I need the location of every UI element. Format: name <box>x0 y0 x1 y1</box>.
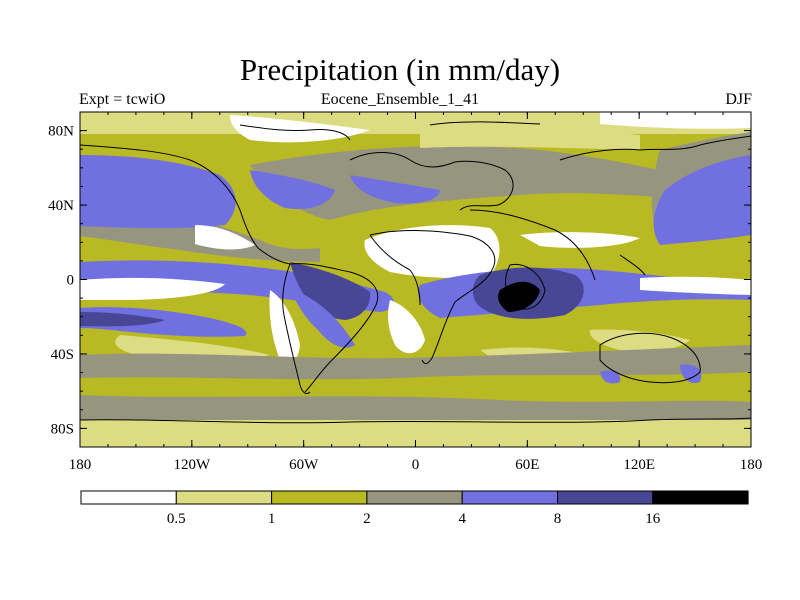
x-tick-label: 180 <box>740 457 763 473</box>
colorbar-box <box>461 490 559 505</box>
x-tick-label: 60E <box>515 457 539 473</box>
map-title: Precipitation (in mm/day) <box>239 52 561 87</box>
colorbar-box <box>175 490 273 505</box>
coastlines <box>80 121 751 424</box>
colorbar-level-label: 8 <box>554 511 562 527</box>
colorbar-level-label: 1 <box>268 511 276 527</box>
y-tick-label: 80N <box>48 124 74 140</box>
colorbar-box <box>557 490 654 505</box>
x-tick-label: 180 <box>69 457 92 473</box>
y-tick-label: 40S <box>51 347 74 363</box>
experiment-label: Expt = tcwiO <box>79 91 166 108</box>
x-tick-label: 0 <box>412 457 420 473</box>
colorbar-box <box>80 490 177 505</box>
precipitation-field <box>80 112 751 447</box>
x-tick-label: 60W <box>289 457 319 473</box>
colorbar: 0.5 1 2 4 8 16 <box>80 490 749 527</box>
colorbar-level-label: 16 <box>645 511 661 527</box>
colorbar-level-label: 4 <box>458 511 466 527</box>
y-tick-label: 0 <box>67 273 75 289</box>
colorbar-level-label: 0.5 <box>167 511 186 527</box>
colorbar-level-label: 2 <box>363 511 371 527</box>
season-label: DJF <box>725 91 752 108</box>
colorbar-box <box>652 490 749 505</box>
x-tick-label: 120E <box>623 457 655 473</box>
colorbar-box <box>366 490 463 505</box>
ensemble-label: Eocene_Ensemble_1_41 <box>320 91 480 108</box>
x-tick-label: 120W <box>173 457 211 473</box>
colorbar-box <box>271 490 368 505</box>
y-tick-label: 40N <box>48 198 74 214</box>
axis-ticks: 180 120W 60W 0 60E 120E 180 80N 40N 0 40S 80S <box>48 111 763 473</box>
y-tick-label: 80S <box>51 421 74 437</box>
